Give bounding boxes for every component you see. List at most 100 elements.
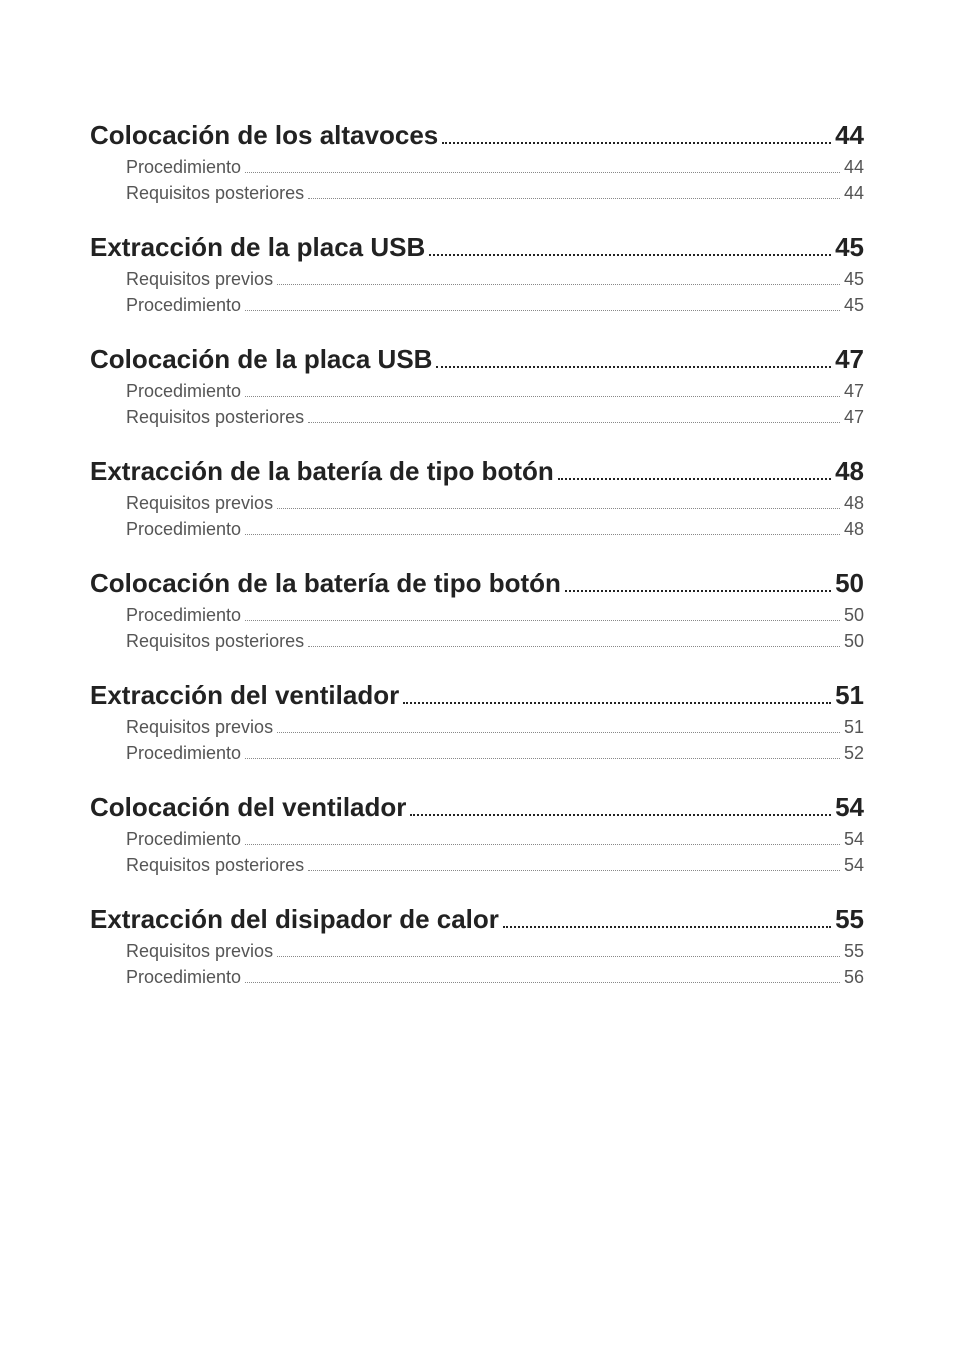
toc-leader-dots bbox=[436, 366, 831, 368]
toc-subitem-page: 50 bbox=[844, 631, 864, 652]
toc-leader-dots bbox=[277, 956, 840, 957]
toc-section: Extracción de la placa USB 45 Requisitos… bbox=[90, 232, 864, 316]
toc-section: Colocación de los altavoces 44 Procedimi… bbox=[90, 120, 864, 204]
toc-leader-dots bbox=[245, 620, 840, 621]
toc-leader-dots bbox=[245, 534, 840, 535]
toc-subitem[interactable]: Procedimiento 54 bbox=[126, 829, 864, 850]
toc-leader-dots bbox=[245, 982, 840, 983]
toc-subitem-title: Requisitos posteriores bbox=[126, 855, 304, 876]
toc-heading[interactable]: Colocación de la placa USB 47 bbox=[90, 344, 864, 375]
toc-leader-dots bbox=[277, 284, 840, 285]
toc-leader-dots bbox=[245, 310, 840, 311]
toc-leader-dots bbox=[410, 814, 831, 816]
toc-subitem[interactable]: Requisitos previos 45 bbox=[126, 269, 864, 290]
toc-leader-dots bbox=[403, 702, 831, 704]
toc-subitem-page: 47 bbox=[844, 381, 864, 402]
toc-subitem[interactable]: Procedimiento 52 bbox=[126, 743, 864, 764]
toc-subitem[interactable]: Procedimiento 48 bbox=[126, 519, 864, 540]
toc-section: Colocación de la placa USB 47 Procedimie… bbox=[90, 344, 864, 428]
toc-subitem[interactable]: Procedimiento 56 bbox=[126, 967, 864, 988]
toc-subitem[interactable]: Requisitos posteriores 44 bbox=[126, 183, 864, 204]
toc-leader-dots bbox=[503, 926, 831, 928]
toc-subitem-title: Requisitos posteriores bbox=[126, 631, 304, 652]
toc-subitem-page: 56 bbox=[844, 967, 864, 988]
toc-heading-page: 51 bbox=[835, 680, 864, 711]
toc-subitem-page: 54 bbox=[844, 855, 864, 876]
toc-heading-title: Colocación de la placa USB bbox=[90, 344, 432, 375]
toc-subitem[interactable]: Requisitos posteriores 50 bbox=[126, 631, 864, 652]
toc-subitem-page: 48 bbox=[844, 519, 864, 540]
toc-heading-page: 47 bbox=[835, 344, 864, 375]
toc-subitem[interactable]: Requisitos previos 51 bbox=[126, 717, 864, 738]
toc-leader-dots bbox=[245, 396, 840, 397]
toc-heading-title: Extracción de la placa USB bbox=[90, 232, 425, 263]
toc-heading[interactable]: Colocación del ventilador 54 bbox=[90, 792, 864, 823]
toc-subitem-page: 54 bbox=[844, 829, 864, 850]
toc-subitem-page: 50 bbox=[844, 605, 864, 626]
toc-leader-dots bbox=[245, 758, 840, 759]
toc-subitem-title: Procedimiento bbox=[126, 967, 241, 988]
toc-section: Extracción de la batería de tipo botón 4… bbox=[90, 456, 864, 540]
toc-heading[interactable]: Extracción de la batería de tipo botón 4… bbox=[90, 456, 864, 487]
toc-subitem[interactable]: Procedimiento 47 bbox=[126, 381, 864, 402]
toc-heading-page: 55 bbox=[835, 904, 864, 935]
toc-subitem-page: 51 bbox=[844, 717, 864, 738]
toc-leader-dots bbox=[308, 422, 840, 423]
toc-subitem-title: Procedimiento bbox=[126, 605, 241, 626]
toc-subitem[interactable]: Procedimiento 50 bbox=[126, 605, 864, 626]
toc-subitem-title: Requisitos previos bbox=[126, 269, 273, 290]
toc-subitem-page: 55 bbox=[844, 941, 864, 962]
toc-leader-dots bbox=[277, 732, 840, 733]
toc-subitem-title: Procedimiento bbox=[126, 829, 241, 850]
toc-subitem[interactable]: Procedimiento 44 bbox=[126, 157, 864, 178]
toc-subitem-title: Requisitos previos bbox=[126, 941, 273, 962]
toc-leader-dots bbox=[245, 172, 840, 173]
toc-subitem-title: Procedimiento bbox=[126, 519, 241, 540]
toc-heading-title: Colocación de los altavoces bbox=[90, 120, 438, 151]
toc-section: Extracción del ventilador 51 Requisitos … bbox=[90, 680, 864, 764]
toc-subitem[interactable]: Requisitos previos 55 bbox=[126, 941, 864, 962]
toc-heading-title: Extracción del disipador de calor bbox=[90, 904, 499, 935]
toc-heading-page: 45 bbox=[835, 232, 864, 263]
toc-subitem-page: 52 bbox=[844, 743, 864, 764]
toc-heading-page: 50 bbox=[835, 568, 864, 599]
toc-subitem-title: Requisitos previos bbox=[126, 493, 273, 514]
toc-heading-title: Colocación del ventilador bbox=[90, 792, 406, 823]
toc-leader-dots bbox=[308, 646, 840, 647]
toc-subitem-title: Procedimiento bbox=[126, 743, 241, 764]
toc-subitem-title: Procedimiento bbox=[126, 295, 241, 316]
toc-heading-page: 44 bbox=[835, 120, 864, 151]
toc-heading-page: 48 bbox=[835, 456, 864, 487]
toc-leader-dots bbox=[277, 508, 840, 509]
toc-heading[interactable]: Extracción del disipador de calor 55 bbox=[90, 904, 864, 935]
toc-subitem-page: 45 bbox=[844, 295, 864, 316]
toc-page: Colocación de los altavoces 44 Procedimi… bbox=[0, 0, 954, 988]
toc-subitem-page: 48 bbox=[844, 493, 864, 514]
toc-subitem[interactable]: Requisitos previos 48 bbox=[126, 493, 864, 514]
toc-subitem-page: 45 bbox=[844, 269, 864, 290]
toc-leader-dots bbox=[558, 478, 831, 480]
toc-leader-dots bbox=[245, 844, 840, 845]
toc-subitem[interactable]: Requisitos posteriores 54 bbox=[126, 855, 864, 876]
toc-subitem-title: Requisitos posteriores bbox=[126, 183, 304, 204]
toc-heading-title: Colocación de la batería de tipo botón bbox=[90, 568, 561, 599]
toc-heading-title: Extracción del ventilador bbox=[90, 680, 399, 711]
toc-heading[interactable]: Colocación de la batería de tipo botón 5… bbox=[90, 568, 864, 599]
toc-section: Extracción del disipador de calor 55 Req… bbox=[90, 904, 864, 988]
toc-subitem-title: Requisitos previos bbox=[126, 717, 273, 738]
toc-subitem-page: 47 bbox=[844, 407, 864, 428]
toc-leader-dots bbox=[442, 142, 831, 144]
toc-subitem[interactable]: Requisitos posteriores 47 bbox=[126, 407, 864, 428]
toc-section: Colocación del ventilador 54 Procedimien… bbox=[90, 792, 864, 876]
toc-heading[interactable]: Colocación de los altavoces 44 bbox=[90, 120, 864, 151]
toc-subitem[interactable]: Procedimiento 45 bbox=[126, 295, 864, 316]
toc-leader-dots bbox=[308, 870, 840, 871]
toc-heading[interactable]: Extracción de la placa USB 45 bbox=[90, 232, 864, 263]
toc-subitem-page: 44 bbox=[844, 183, 864, 204]
toc-heading[interactable]: Extracción del ventilador 51 bbox=[90, 680, 864, 711]
toc-section: Colocación de la batería de tipo botón 5… bbox=[90, 568, 864, 652]
toc-heading-page: 54 bbox=[835, 792, 864, 823]
toc-subitem-title: Procedimiento bbox=[126, 381, 241, 402]
toc-subitem-title: Procedimiento bbox=[126, 157, 241, 178]
toc-leader-dots bbox=[308, 198, 840, 199]
